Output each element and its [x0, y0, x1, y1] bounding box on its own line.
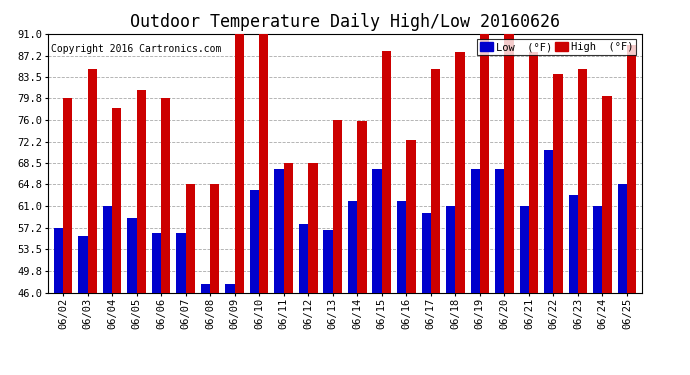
- Bar: [422, 213, 431, 375]
- Bar: [504, 34, 513, 375]
- Bar: [112, 108, 121, 375]
- Bar: [348, 201, 357, 375]
- Bar: [333, 120, 342, 375]
- Bar: [446, 206, 455, 375]
- Bar: [103, 206, 112, 375]
- Bar: [627, 45, 636, 375]
- Bar: [578, 69, 587, 375]
- Bar: [308, 163, 317, 375]
- Bar: [275, 169, 284, 375]
- Bar: [226, 284, 235, 375]
- Bar: [284, 163, 293, 375]
- Bar: [152, 233, 161, 375]
- Bar: [397, 201, 406, 375]
- Bar: [324, 230, 333, 375]
- Bar: [137, 90, 146, 375]
- Bar: [54, 228, 63, 375]
- Bar: [63, 98, 72, 375]
- Bar: [618, 184, 627, 375]
- Bar: [259, 34, 268, 375]
- Bar: [529, 52, 538, 375]
- Title: Outdoor Temperature Daily High/Low 20160626: Outdoor Temperature Daily High/Low 20160…: [130, 13, 560, 31]
- Bar: [186, 184, 195, 375]
- Bar: [177, 233, 186, 375]
- Bar: [553, 74, 563, 375]
- Bar: [602, 96, 612, 375]
- Legend: Low  (°F), High  (°F): Low (°F), High (°F): [477, 39, 636, 56]
- Bar: [471, 169, 480, 375]
- Bar: [373, 169, 382, 375]
- Text: Copyright 2016 Cartronics.com: Copyright 2016 Cartronics.com: [51, 44, 221, 54]
- Bar: [250, 190, 259, 375]
- Bar: [480, 34, 489, 375]
- Bar: [210, 184, 219, 375]
- Bar: [88, 69, 97, 375]
- Bar: [127, 218, 137, 375]
- Bar: [161, 98, 170, 375]
- Bar: [235, 34, 244, 375]
- Bar: [455, 52, 464, 375]
- Bar: [569, 195, 578, 375]
- Bar: [520, 206, 529, 375]
- Bar: [299, 224, 308, 375]
- Bar: [495, 169, 504, 375]
- Bar: [357, 121, 366, 375]
- Bar: [78, 236, 88, 375]
- Bar: [406, 140, 415, 375]
- Bar: [431, 69, 440, 375]
- Bar: [382, 51, 391, 375]
- Bar: [201, 284, 210, 375]
- Bar: [544, 150, 553, 375]
- Bar: [593, 206, 602, 375]
